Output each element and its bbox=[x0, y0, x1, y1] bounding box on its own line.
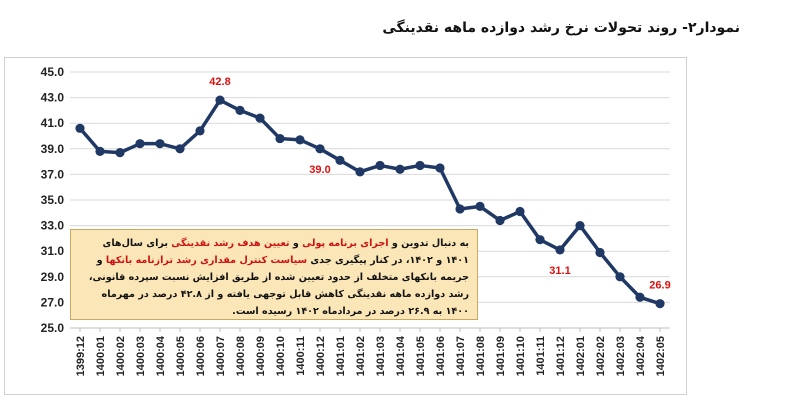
data-label: 26.9 bbox=[649, 280, 670, 292]
data-point bbox=[475, 201, 485, 211]
data-point bbox=[195, 126, 205, 136]
x-tick-label: 1401:08 bbox=[475, 336, 487, 376]
note-segment: سیاست کنترل مقداری رشد ترازنامه بانکها bbox=[105, 255, 308, 266]
x-tick-label: 1400:05 bbox=[175, 336, 187, 376]
x-tick-label: 1401:05 bbox=[415, 336, 427, 376]
x-tick-label: 1401:01 bbox=[335, 336, 347, 376]
note-segment: و bbox=[289, 238, 303, 249]
annotation-note-box: به دنبال تدوین و اجرای برنامه پولی و تعی… bbox=[70, 229, 478, 320]
data-point bbox=[655, 299, 665, 309]
note-segment: و جریمه بانکهای متخلف از حدود تعیین شده … bbox=[88, 255, 469, 317]
data-point bbox=[455, 204, 465, 214]
y-tick-label: 31.0 bbox=[41, 244, 65, 258]
y-tick-label: 27.0 bbox=[41, 295, 65, 309]
data-point bbox=[335, 155, 345, 165]
x-tick-label: 1401:11 bbox=[535, 336, 547, 376]
x-tick-label: 1401:03 bbox=[375, 336, 387, 376]
chart-title: نمودار۲- روند تحولات نرخ رشد دوازده ماهه… bbox=[382, 20, 740, 36]
data-point bbox=[315, 144, 325, 154]
x-tick-label: 1400:08 bbox=[235, 336, 247, 376]
y-tick-label: 29.0 bbox=[41, 270, 65, 284]
data-label: 42.8 bbox=[209, 76, 230, 88]
note-segment: به دنبال تدوین و bbox=[388, 238, 469, 249]
x-tick-label: 1400:09 bbox=[255, 336, 267, 376]
y-tick-label: 35.0 bbox=[41, 193, 65, 207]
note-segment: تعیین هدف رشد نقدینگی bbox=[171, 238, 290, 249]
x-tick-label: 1401:09 bbox=[495, 336, 507, 376]
data-point bbox=[415, 160, 425, 171]
x-tick-label: 1402:01 bbox=[575, 336, 587, 376]
y-tick-label: 39.0 bbox=[41, 142, 65, 156]
data-point bbox=[355, 167, 365, 177]
x-tick-label: 1402:03 bbox=[615, 336, 627, 376]
x-tick-label: 1401:06 bbox=[435, 336, 447, 376]
data-point bbox=[75, 123, 85, 133]
x-tick-label: 1400:07 bbox=[215, 336, 227, 376]
y-tick-label: 33.0 bbox=[41, 219, 65, 233]
data-point bbox=[595, 247, 605, 258]
data-point bbox=[435, 163, 445, 173]
x-tick-label: 1402:05 bbox=[655, 336, 667, 376]
data-label: 39.0 bbox=[309, 164, 330, 176]
y-tick-label: 37.0 bbox=[41, 167, 65, 181]
data-point bbox=[215, 95, 225, 105]
data-point bbox=[515, 206, 525, 217]
y-tick-label: 25.0 bbox=[41, 321, 65, 335]
x-tick-label: 1401:04 bbox=[395, 335, 407, 376]
x-tick-label: 1400:01 bbox=[95, 336, 107, 376]
data-point bbox=[95, 146, 105, 156]
data-point bbox=[495, 215, 505, 226]
data-point bbox=[275, 133, 285, 144]
x-tick-label: 1402:04 bbox=[635, 335, 647, 376]
data-point bbox=[295, 135, 305, 145]
chart-frame bbox=[4, 57, 687, 395]
data-label: 31.1 bbox=[549, 265, 570, 277]
data-point bbox=[115, 148, 125, 158]
x-tick-label: 1400:11 bbox=[295, 336, 307, 376]
data-point bbox=[175, 144, 185, 154]
x-tick-label: 1400:10 bbox=[275, 336, 287, 376]
x-tick-label: 1400:03 bbox=[135, 336, 147, 376]
data-point bbox=[575, 221, 585, 231]
y-tick-label: 45.0 bbox=[41, 65, 65, 79]
x-tick-label: 1400:04 bbox=[155, 335, 167, 376]
data-point bbox=[615, 272, 625, 282]
data-point bbox=[155, 139, 165, 149]
x-tick-label: 1400:02 bbox=[115, 336, 127, 376]
x-tick-label: 1400:06 bbox=[195, 336, 207, 376]
data-point bbox=[375, 160, 385, 171]
data-point bbox=[135, 139, 145, 149]
data-point bbox=[555, 245, 565, 255]
y-tick-label: 43.0 bbox=[41, 91, 65, 105]
note-segment: اجرای برنامه پولی bbox=[302, 238, 389, 249]
x-tick-label: 1400:12 bbox=[315, 336, 327, 376]
data-point bbox=[255, 113, 265, 123]
x-tick-label: 1401:02 bbox=[355, 336, 367, 376]
data-point bbox=[235, 105, 245, 115]
x-tick-label: 1401:10 bbox=[515, 336, 527, 376]
data-point bbox=[395, 164, 405, 174]
y-tick-label: 41.0 bbox=[41, 116, 65, 130]
x-tick-label: 1399:12 bbox=[75, 336, 87, 376]
data-point bbox=[535, 235, 545, 245]
x-tick-label: 1401:12 bbox=[555, 336, 567, 376]
x-tick-label: 1401:07 bbox=[455, 336, 467, 376]
data-point bbox=[635, 292, 645, 302]
note-segment: برای سال‌های ۱۴۰۱ و ۱۴۰۲، در کنار پیگیری… bbox=[102, 238, 469, 266]
x-tick-label: 1402:02 bbox=[595, 336, 607, 376]
